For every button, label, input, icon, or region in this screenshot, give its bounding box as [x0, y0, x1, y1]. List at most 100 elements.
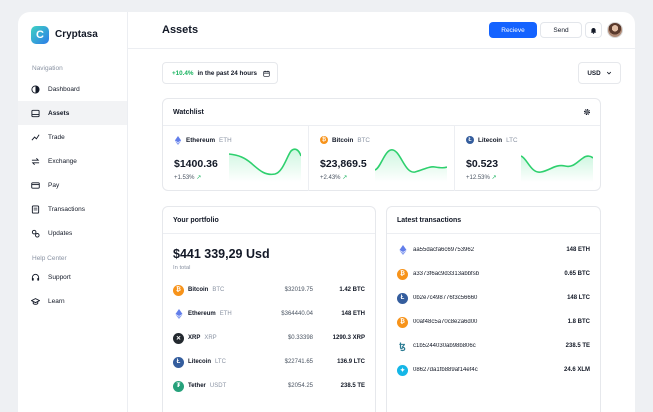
asset-holding: 148 ETH: [341, 311, 365, 317]
sidebar-item-transactions[interactable]: Transactions: [18, 197, 127, 221]
transaction-hash: 08627da1fb889af14ef4c: [413, 367, 478, 373]
sidebar-item-assets[interactable]: Assets: [18, 101, 127, 125]
arrow-up-right-icon: ↗: [342, 175, 348, 181]
sidebar-item-support[interactable]: Support: [18, 265, 127, 289]
watchlist-header: Watchlist: [163, 99, 600, 126]
transaction-hash: c1b5244030ab98b806c: [413, 343, 476, 349]
sidebar-item-label: Transactions: [48, 205, 85, 213]
asset-price: $0.33398: [287, 335, 313, 341]
brand[interactable]: C Cryptasa: [18, 12, 127, 48]
assets-icon: [31, 109, 40, 118]
coin-name: Bitcoin: [332, 136, 354, 144]
learn-icon: [31, 297, 40, 306]
transaction-row[interactable]: ₿ a3373f6ac9d3313abbfsb 0.65 BTC: [387, 262, 600, 286]
coin-price: $1400.36: [174, 158, 218, 170]
watchlist-title: Watchlist: [173, 108, 204, 116]
asset-price: $364440.04: [281, 311, 313, 317]
watchlist-card: Watchlist Ethereum ETH $1400.36 +1.53% ↗: [162, 98, 601, 191]
portfolio-total: $441 339,29 Usd: [173, 247, 270, 261]
send-button[interactable]: Send: [540, 22, 582, 38]
asset-price: $2054.25: [287, 383, 313, 389]
ethereum-icon: [397, 245, 408, 256]
currency-value: USD: [587, 69, 601, 77]
coin-change: +2.43% ↗: [320, 175, 348, 181]
portfolio-card: Your portfolio $441 339,29 Usd In total …: [162, 206, 376, 412]
portfolio-row[interactable]: ₿ Bitcoin BTC $32019.75 1.42 BTC: [163, 278, 375, 302]
currency-select[interactable]: USD: [578, 62, 621, 84]
litecoin-icon: Ł: [466, 136, 474, 144]
ethereum-icon: [174, 136, 182, 145]
transaction-hash: 00af48c5a70c8e2a6d00: [413, 319, 478, 325]
transaction-hash: 0b2e7c498776f3c56660: [413, 295, 478, 301]
latest-transactions-card: Latest transactions aa55dacfa6c69753962 …: [386, 206, 601, 412]
portfolio-row[interactable]: ₮ Tether USDT $2054.25 238.5 TE: [163, 374, 375, 398]
xrp-icon: ✕: [173, 332, 184, 344]
sidebar-item-label: Learn: [48, 297, 65, 305]
coin-symbol: LTC: [506, 136, 518, 144]
asset-price: $22741.65: [284, 359, 313, 365]
sidebar: C Cryptasa Navigation Dashboard Assets T…: [18, 12, 128, 412]
asset-holding: 1.42 BTC: [339, 287, 365, 293]
transaction-amount: 0.65 BTC: [564, 271, 590, 277]
support-icon: [31, 273, 40, 282]
sidebar-item-pay[interactable]: Pay: [18, 173, 127, 197]
notifications-button[interactable]: [585, 22, 602, 38]
portfolio-row[interactable]: Ł Litecoin LTC $22741.65 136.9 LTC: [163, 350, 375, 374]
sidebar-item-dashboard[interactable]: Dashboard: [18, 77, 127, 101]
coin-change: +1.53% ↗: [174, 175, 202, 181]
calendar-icon[interactable]: [263, 70, 270, 77]
watchlist-item-bitcoin[interactable]: ₿ Bitcoin BTC $23,869.5 +2.43% ↗: [309, 126, 455, 191]
updates-icon: [31, 229, 40, 238]
main-content: Assets Recieve Send +10.4% in the past 2…: [128, 12, 635, 412]
avatar[interactable]: [607, 22, 623, 38]
transaction-amount: 1.8 BTC: [567, 319, 590, 325]
bell-icon: [590, 27, 597, 34]
sidebar-item-exchange[interactable]: Exchange: [18, 149, 127, 173]
card-icon: [31, 181, 40, 190]
ethereum-sparkline: [229, 148, 301, 182]
coin-name: Ethereum: [186, 137, 216, 144]
sidebar-item-updates[interactable]: Updates: [18, 221, 127, 245]
change-percent: +10.4%: [172, 69, 194, 77]
watchlist-item-ethereum[interactable]: Ethereum ETH $1400.36 +1.53% ↗: [163, 126, 309, 191]
watchlist-item-litecoin[interactable]: Ł Litecoin LTC $0.523 +12.53% ↗: [455, 126, 600, 191]
transaction-row[interactable]: aa55dacfa6c69753962 148 ETH: [387, 238, 600, 262]
transaction-amount: 238.5 TE: [565, 343, 590, 349]
change-summary: +10.4% in the past 24 hours: [162, 62, 278, 84]
bitcoin-icon: ₿: [320, 136, 328, 144]
ethereum-icon: [173, 309, 184, 320]
portfolio-title: Your portfolio: [173, 216, 219, 224]
help-center-heading: Help Center: [32, 255, 67, 262]
portfolio-total-label: In total: [173, 265, 191, 271]
asset-holding: 1290.3 XRP: [332, 335, 365, 341]
transactions-header: Latest transactions: [387, 207, 600, 234]
litecoin-icon: Ł: [397, 292, 408, 304]
transactions-icon: [31, 204, 40, 214]
stellar-icon: ✦: [397, 364, 408, 376]
portfolio-row[interactable]: ✕ XRP XRP $0.33398 1290.3 XRP: [163, 326, 375, 350]
receive-button[interactable]: Recieve: [489, 22, 537, 38]
arrow-up-right-icon: ↗: [196, 175, 202, 181]
transaction-hash: aa55dacfa6c69753962: [413, 247, 475, 253]
sidebar-item-trade[interactable]: Trade: [18, 125, 127, 149]
gear-icon[interactable]: [583, 108, 591, 116]
asset-holding: 136.9 LTC: [337, 359, 365, 365]
portfolio-header: Your portfolio: [163, 207, 375, 234]
sidebar-item-learn[interactable]: Learn: [18, 289, 127, 313]
tether-icon: ₮: [173, 380, 184, 392]
litecoin-sparkline: [521, 155, 593, 182]
sidebar-item-label: Trade: [48, 133, 65, 141]
transaction-row[interactable]: ₿ 00af48c5a70c8e2a6d00 1.8 BTC: [387, 310, 600, 334]
coin-symbol: ETH: [219, 137, 232, 144]
bitcoin-sparkline: [375, 149, 447, 182]
tezos-icon: ꜩ: [399, 340, 406, 351]
coin-price: $23,869.5: [320, 158, 367, 170]
transaction-amount: 148 ETH: [566, 247, 590, 253]
transaction-row[interactable]: ꜩ c1b5244030ab98b806c 238.5 TE: [387, 334, 600, 358]
transaction-row[interactable]: Ł 0b2e7c498776f3c56660 148 LTC: [387, 286, 600, 310]
transaction-row[interactable]: ✦ 08627da1fb889af14ef4c 24.6 XLM: [387, 358, 600, 382]
transactions-title: Latest transactions: [397, 216, 462, 224]
sidebar-item-label: Assets: [48, 109, 70, 117]
portfolio-row[interactable]: Ethereum ETH $364440.04 148 ETH: [163, 302, 375, 326]
bitcoin-icon: ₿: [397, 316, 408, 328]
